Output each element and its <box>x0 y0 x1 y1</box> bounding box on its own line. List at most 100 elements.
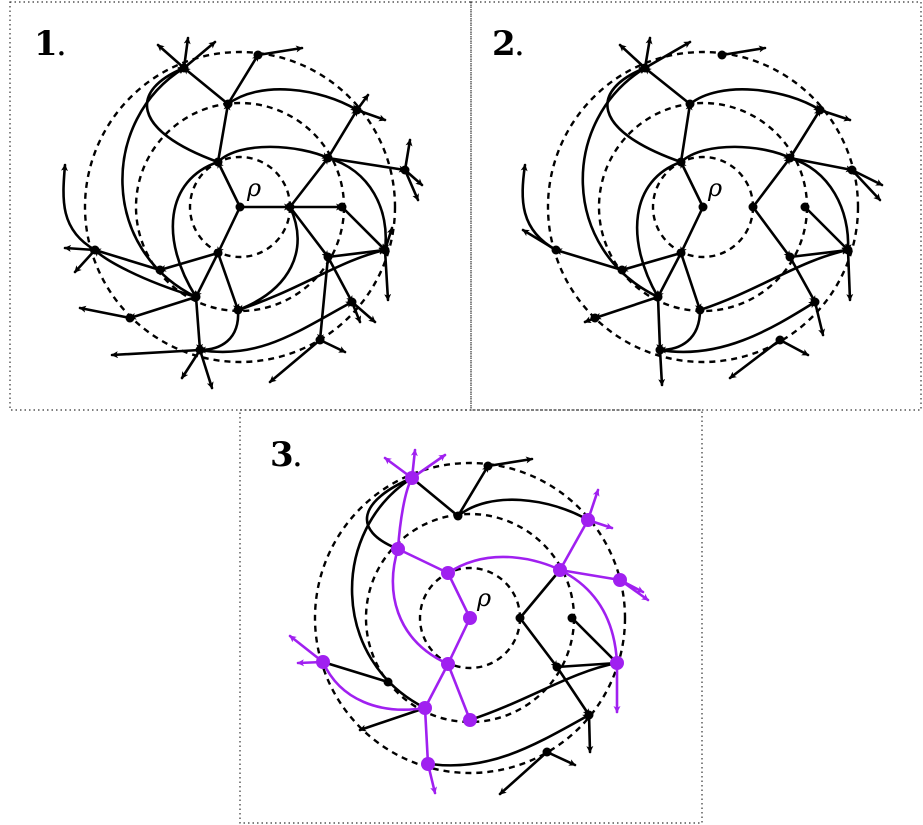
edge <box>61 163 97 252</box>
node <box>285 202 295 212</box>
edge <box>788 255 817 304</box>
node <box>352 105 362 115</box>
node <box>515 613 525 623</box>
edge <box>318 338 347 354</box>
edge <box>456 464 490 518</box>
edge <box>216 145 330 164</box>
panel-2-punct: . <box>514 24 525 64</box>
edge <box>182 66 230 106</box>
edge <box>658 348 666 387</box>
edge <box>846 248 854 302</box>
edge <box>643 66 692 106</box>
edge <box>128 295 198 320</box>
node <box>552 662 562 672</box>
edge <box>658 308 702 354</box>
node <box>315 335 325 345</box>
edge <box>778 338 810 357</box>
panel-2-root-label: ρ <box>707 174 722 202</box>
edge <box>340 205 387 252</box>
panel-3-tree: ρ <box>288 448 650 796</box>
highlight-node <box>441 657 455 671</box>
edge <box>720 45 767 57</box>
highlight-node <box>418 701 432 715</box>
edge <box>554 248 624 272</box>
edge <box>518 568 562 620</box>
node <box>380 245 390 255</box>
node <box>347 297 357 307</box>
edge <box>679 251 702 312</box>
node <box>584 710 594 720</box>
edge <box>198 300 354 354</box>
highlight-edge <box>423 706 432 766</box>
highlight-node <box>613 573 627 587</box>
edge <box>813 300 825 337</box>
edge <box>236 205 299 312</box>
node <box>155 265 165 275</box>
edge <box>110 348 202 359</box>
edge <box>679 145 792 164</box>
edge <box>658 300 817 354</box>
edge <box>428 713 591 767</box>
edge <box>850 168 884 187</box>
panel-1-circle-outer <box>83 50 397 364</box>
edge <box>355 108 387 122</box>
highlight-node <box>581 513 595 527</box>
edge <box>728 338 782 380</box>
highlight-node <box>463 611 477 625</box>
edge <box>198 348 214 390</box>
panel-1-root-label: ρ <box>246 174 261 202</box>
edge <box>803 205 850 252</box>
edge <box>788 108 822 160</box>
edge <box>850 168 882 202</box>
node <box>810 297 820 307</box>
highlight-edge <box>446 662 472 722</box>
edge <box>216 160 242 209</box>
edge <box>236 247 387 312</box>
node <box>717 50 727 60</box>
edge <box>486 456 534 468</box>
edge <box>321 660 390 684</box>
edge <box>468 660 619 722</box>
edge <box>545 750 577 767</box>
panel-2-tree: ρ <box>520 36 884 387</box>
highlight-node <box>441 566 455 580</box>
edge <box>751 156 792 209</box>
edge <box>403 138 413 172</box>
node <box>785 252 795 262</box>
edge <box>555 659 619 669</box>
highlight-edge <box>391 547 450 666</box>
panel-3-root-label: ρ <box>476 584 491 612</box>
edge <box>194 251 220 299</box>
node <box>453 511 463 521</box>
edge <box>365 476 414 551</box>
edge <box>643 36 653 70</box>
node <box>213 157 223 167</box>
edge <box>818 108 852 122</box>
panel-3-punct: . <box>292 435 303 475</box>
node <box>685 99 695 109</box>
edge <box>606 66 683 164</box>
edge <box>158 251 220 272</box>
edge <box>698 247 850 312</box>
edge <box>198 308 240 354</box>
edge <box>63 244 97 252</box>
node <box>617 265 627 275</box>
node <box>223 99 233 109</box>
node <box>323 153 333 163</box>
edge <box>350 476 427 710</box>
edge <box>679 205 705 255</box>
highlight-edge <box>446 571 472 620</box>
edge <box>180 348 202 380</box>
edge <box>383 248 392 302</box>
edge <box>620 251 683 272</box>
highlight-edge <box>558 568 622 583</box>
node <box>551 245 561 255</box>
node <box>590 313 600 323</box>
edge <box>216 205 242 255</box>
node <box>843 245 853 255</box>
edge <box>350 300 377 324</box>
edge <box>358 706 427 732</box>
edge <box>788 156 854 173</box>
highlight-edge <box>423 662 450 710</box>
highlight-edge <box>558 518 590 572</box>
